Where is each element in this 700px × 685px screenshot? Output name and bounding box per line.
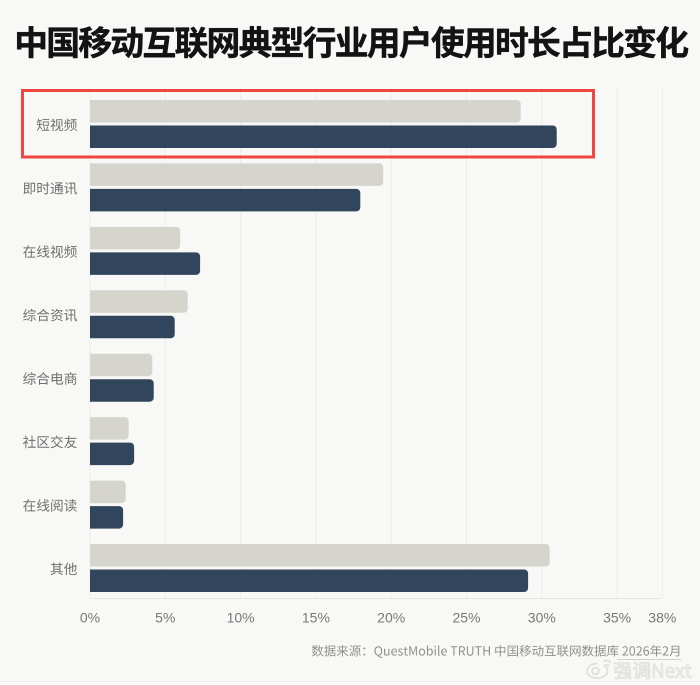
svg-text:30%: 30% [528, 610, 556, 626]
svg-text:38%: 38% [648, 610, 676, 626]
svg-text:10%: 10% [227, 610, 255, 626]
svg-text:25%: 25% [452, 610, 480, 626]
svg-text:5%: 5% [155, 610, 175, 626]
svg-text:15%: 15% [302, 610, 330, 626]
svg-text:20%: 20% [377, 610, 405, 626]
svg-text:0%: 0% [80, 610, 100, 626]
svg-text:35%: 35% [603, 610, 631, 626]
